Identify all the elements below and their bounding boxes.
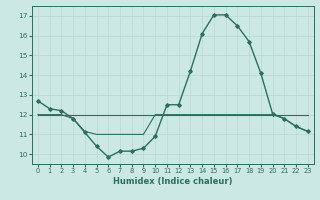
X-axis label: Humidex (Indice chaleur): Humidex (Indice chaleur) [113, 177, 233, 186]
